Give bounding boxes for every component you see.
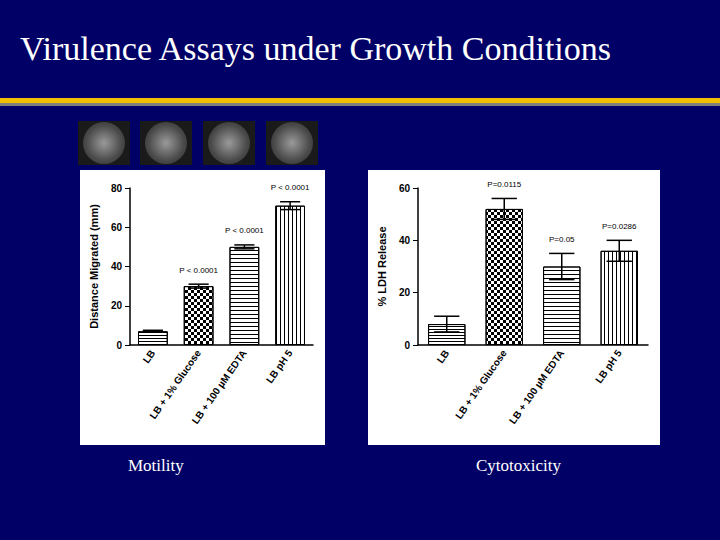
html-text:Motility: Motility [128,456,184,475]
svg-text:0: 0 [116,340,122,351]
svg-text:P=0.05: P=0.05 [549,235,575,244]
svg-text:LB + 1% Glucose: LB + 1% Glucose [147,347,203,420]
svg-text:80: 80 [111,183,123,194]
html-text:Cytotoxicity: Cytotoxicity [476,456,561,475]
svg-text:P=0.0115: P=0.0115 [487,180,521,189]
svg-text:20: 20 [111,300,123,311]
svg-text:P < 0.0001: P < 0.0001 [271,183,310,192]
svg-text:LB pH 5: LB pH 5 [264,347,295,385]
svg-text:LB pH 5: LB pH 5 [593,347,624,385]
svg-text:60: 60 [111,222,123,233]
svg-text:20: 20 [399,287,411,298]
svg-text:P=0.0286: P=0.0286 [602,222,637,231]
svg-text:LB: LB [435,348,452,365]
svg-text:60: 60 [399,183,411,194]
html-text:Virulence Assays under Growth: Virulence Assays under Growth Conditions [20,30,611,67]
svg-text:LB: LB [141,348,158,365]
svg-text:P < 0.0001: P < 0.0001 [225,226,264,235]
svg-text:% LDH Release: % LDH Release [376,226,388,306]
svg-text:P < 0.0001: P < 0.0001 [179,266,218,275]
svg-text:LB + 100 µM EDTA: LB + 100 µM EDTA [507,348,566,426]
svg-text:0: 0 [404,340,410,351]
svg-text:Distance Migrated (mm): Distance Migrated (mm) [88,204,100,329]
svg-text:40: 40 [111,261,123,272]
svg-text:LB + 100 µM EDTA: LB + 100 µM EDTA [190,348,249,426]
svg-text:40: 40 [399,235,411,246]
svg-text:LB + 1% Glucose: LB + 1% Glucose [453,347,509,420]
